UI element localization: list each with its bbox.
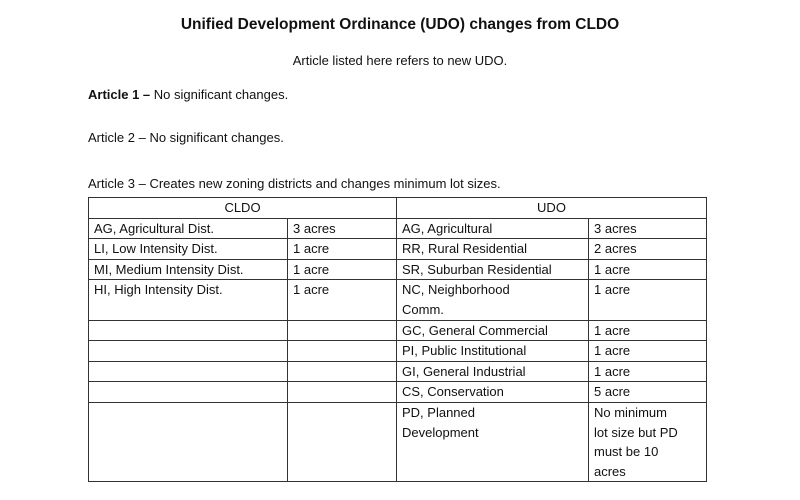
article-label: Article 3 –	[88, 176, 146, 191]
table-cell: HI, High Intensity Dist.	[88, 279, 288, 321]
header-row: CLDO UDO	[88, 197, 707, 219]
article: Article 3 – Creates new zoning districts…	[88, 176, 501, 191]
table-cell: 1 acre	[287, 258, 397, 281]
table-cell: NC, Neighborhood Comm.	[396, 279, 589, 321]
table-cell: 3 acres	[287, 217, 397, 240]
empty-cell	[287, 360, 397, 383]
table-cell: GC, General Commercial	[396, 319, 589, 342]
table-row: HI, High Intensity Dist. 1 acre NC, Neighb…	[88, 279, 707, 321]
table-row: GC, General Commercial 1 acre	[88, 319, 707, 342]
empty-cell	[88, 319, 288, 342]
table-cell: 1 acre	[588, 279, 707, 321]
table-cell: No minimum lot size but PD must be 10 acres	[588, 401, 707, 483]
table-cell: AG, Agricultural	[396, 217, 589, 240]
subtitle: Article listed here refers to new UDO.	[292, 53, 508, 68]
table-cell: 1 acre	[588, 340, 707, 362]
table-cell: 3 acres	[588, 217, 707, 240]
table-cell: CS, Conservation	[396, 381, 589, 403]
table-row: LI, Low Intensity Dist. 1 acre RR, Rural R…	[88, 238, 707, 260]
empty-cell	[287, 401, 397, 483]
table-cell: LI, Low Intensity Dist.	[88, 238, 288, 260]
cell-line: Comm.	[402, 301, 444, 317]
article-text: No significant changes.	[153, 87, 289, 102]
cell-line: lot size but PD	[594, 424, 678, 440]
cell-line: NC, Neighborhood	[402, 282, 510, 298]
empty-cell	[88, 340, 288, 362]
comparison-table: CLDO UDO AG, Agricultural Dist. 3 acres AG, …	[88, 197, 707, 483]
header-cell: UDO	[396, 197, 707, 219]
table-cell: AG, Agricultural Dist.	[88, 217, 288, 240]
table-cell: RR, Rural Residential	[396, 238, 589, 260]
table-row: MI, Medium Intensity Dist. 1 acre SR, Subu…	[88, 258, 707, 281]
cell-line: must be 10	[594, 444, 659, 460]
table-cell: 1 acre	[287, 238, 397, 260]
title: Unified Development Ordinance (UDO) chan…	[180, 16, 620, 33]
table-cell: 1 acre	[287, 279, 397, 321]
table-cell: PD, Planned Development	[396, 401, 589, 483]
cell-line: Development	[402, 424, 479, 440]
table-row: GI, General Industrial 1 acre	[88, 360, 707, 383]
table-cell: SR, Suburban Residential	[396, 258, 589, 281]
cell-line: No minimum	[594, 404, 667, 420]
table-row: PD, Planned Development No minimum lot size…	[88, 401, 707, 483]
empty-cell	[88, 381, 288, 403]
empty-cell	[287, 340, 397, 362]
article-label: Article 2 –	[88, 130, 146, 145]
cell-line: acres	[594, 463, 626, 479]
article-text: No significant changes.	[149, 130, 284, 145]
table-cell: GI, General Industrial	[396, 360, 589, 383]
table-cell: 2 acres	[588, 238, 707, 260]
article: Article 1 – No significant changes.	[88, 87, 288, 102]
article-label: Article 1 –	[88, 87, 151, 102]
cell-line: PD, Planned	[402, 404, 475, 420]
empty-cell	[88, 360, 288, 383]
table-cell: 1 acre	[588, 360, 707, 383]
table-cell: PI, Public Institutional	[396, 340, 589, 362]
empty-cell	[88, 401, 288, 483]
empty-cell	[287, 319, 397, 342]
table-row: PI, Public Institutional 1 acre	[88, 340, 707, 362]
table-cell: 1 acre	[588, 258, 707, 281]
article-text: Creates new zoning districts and changes…	[149, 176, 501, 191]
table-cell: MI, Medium Intensity Dist.	[88, 258, 288, 281]
table-row: AG, Agricultural Dist. 3 acres AG, Agricul…	[88, 217, 707, 240]
article: Article 2 – No significant changes.	[88, 130, 284, 145]
empty-cell	[287, 381, 397, 403]
header-cell: CLDO	[88, 197, 397, 219]
table-row: CS, Conservation 5 acre	[88, 381, 707, 403]
table-cell: 1 acre	[588, 319, 707, 342]
table-cell: 5 acre	[588, 381, 707, 403]
